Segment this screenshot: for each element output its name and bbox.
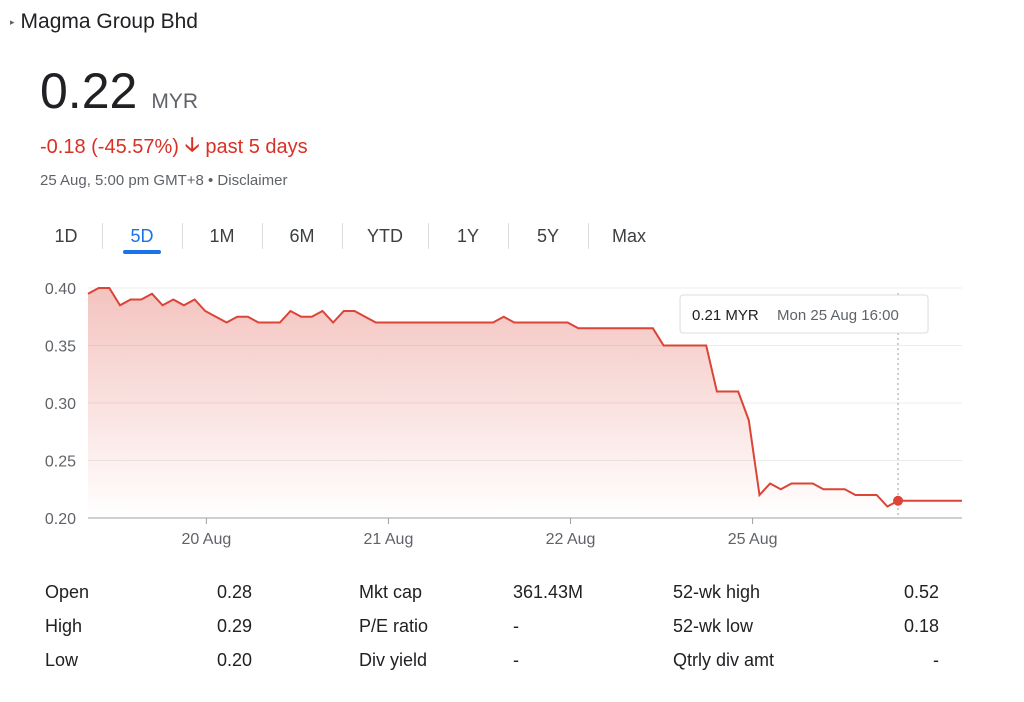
stat-label: 52-wk low [673, 616, 754, 636]
tab-1y[interactable]: 1Y [428, 214, 508, 258]
timestamp: 25 Aug, 5:00 pm GMT+8 • Disclaimer [40, 172, 288, 189]
stat-value: - [933, 650, 939, 670]
change-value: -0.18 (-45.57%) [40, 135, 179, 158]
stat-label: P/E ratio [359, 616, 429, 636]
stat-label: Qtrly div amt [673, 650, 775, 670]
stat-value: - [513, 650, 519, 670]
tooltip-value: 0.21 MYR [692, 307, 759, 324]
stat-value: 0.52 [903, 582, 939, 602]
tab-5y[interactable]: 5Y [508, 214, 588, 258]
company-name: Magma Group Bhd [20, 10, 198, 33]
expand-icon[interactable]: ▸ [10, 16, 15, 27]
stat-label: Div yield [359, 650, 428, 670]
stat-label: Open [45, 582, 90, 602]
stat-label: 52-wk high [673, 582, 761, 602]
y-tick-label: 0.40 [45, 281, 76, 298]
stat-value: 0.18 [903, 616, 939, 636]
price-row: 0.22 MYR [40, 62, 198, 120]
current-price: 0.22 [40, 63, 138, 119]
tab-ytd[interactable]: YTD [342, 214, 428, 258]
area-fill [88, 288, 962, 518]
tab-5d[interactable]: 5D [102, 214, 182, 258]
stat-value: 0.20 [217, 650, 253, 670]
stat-label: Low [45, 650, 79, 670]
x-tick-label: 22 Aug [546, 531, 596, 548]
stat-value: 0.28 [217, 582, 253, 602]
price-chart[interactable]: 0.40 0.35 0.30 0.25 0.20 20 Aug 21 Aug 22 Aug 25… [0, 270, 1000, 570]
tooltip-box [679, 294, 929, 334]
tab-1m[interactable]: 1M [182, 214, 262, 258]
price-change: -0.18 (-45.57%) 🡣 past 5 days [40, 130, 308, 164]
tooltip-time: Mon 25 Aug 16:00 [777, 307, 899, 324]
stat-label: High [45, 616, 83, 636]
range-tabs: 1D 5D 1M 6M YTD 1Y 5Y Max [30, 214, 670, 258]
stat-row: Low 0.20 Div yield - Qtrly div amt - [45, 648, 965, 682]
x-tick-label: 25 Aug [728, 531, 778, 548]
change-period: past 5 days [205, 135, 308, 158]
tab-max[interactable]: Max [588, 214, 670, 258]
x-tick-label: 21 Aug [364, 531, 414, 548]
stat-value: - [513, 616, 519, 636]
arrow-down-icon: 🡣 [184, 134, 200, 156]
hover-point [893, 495, 904, 506]
header: ▸ Magma Group Bhd [10, 10, 198, 34]
y-tick-label: 0.20 [45, 511, 76, 528]
tab-6m[interactable]: 6M [262, 214, 342, 258]
price-line [87, 287, 962, 508]
tab-1d[interactable]: 1D [54, 225, 78, 246]
stats-table: Open 0.28 Mkt cap 361.43M 52-wk high 0.52 High… [45, 580, 965, 682]
stat-row: High 0.29 P/E ratio - 52-wk low 0.18 [45, 614, 965, 648]
stat-value: 0.29 [217, 616, 253, 636]
stat-label: Mkt cap [359, 582, 423, 602]
stat-value: 361.43M [513, 582, 584, 602]
tooltip: 0.21 MYR Mon 25 Aug 16:00 [679, 294, 929, 334]
x-tick-label: 20 Aug [181, 531, 231, 548]
y-tick-label: 0.30 [45, 396, 76, 413]
y-tick-label: 0.25 [45, 454, 76, 471]
currency: MYR [151, 90, 198, 113]
stat-row: Open 0.28 Mkt cap 361.43M 52-wk high 0.52 [45, 580, 965, 614]
y-tick-label: 0.35 [45, 339, 76, 356]
